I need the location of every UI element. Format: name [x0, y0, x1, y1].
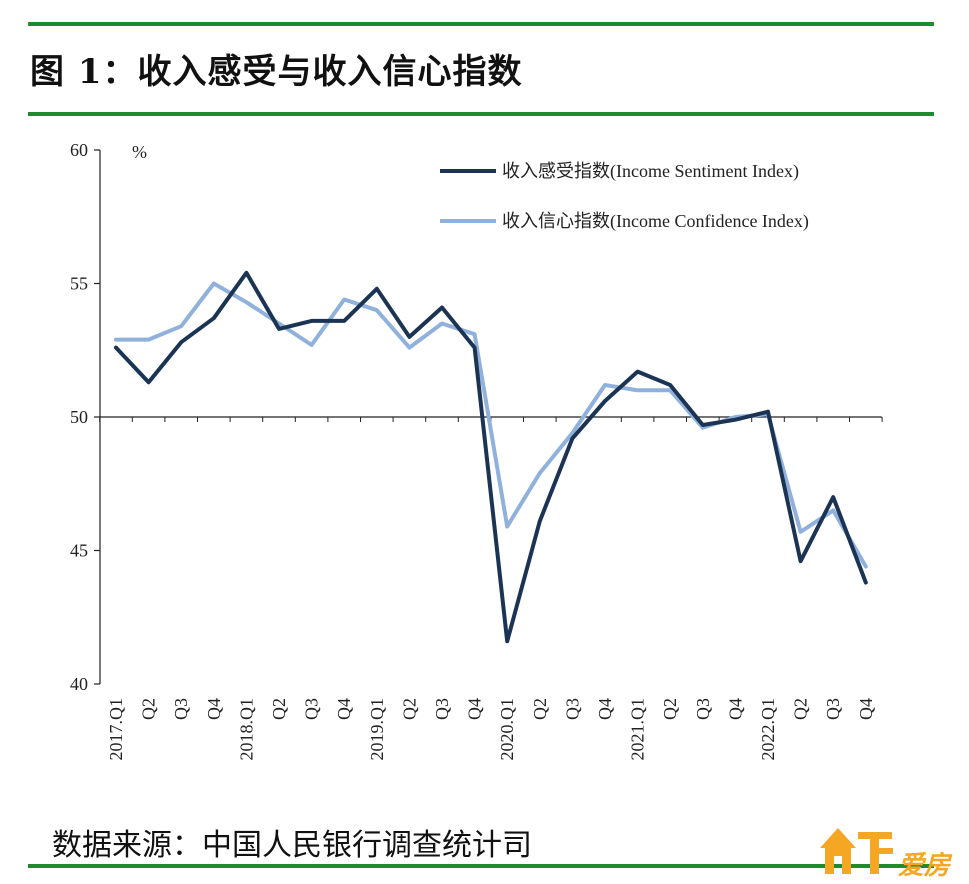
x-tick-label: 2018.Q1: [236, 698, 256, 761]
bottom-rule: [28, 864, 934, 868]
line-chart: 40 45 50 55 60 % 2017.Q1 Q2 Q3 Q4 2018.Q1 Q2 Q3 Q4 201…: [70, 140, 883, 761]
x-tick-label: Q2: [139, 698, 159, 720]
logo-text: 爱房: [898, 851, 953, 878]
x-tick-label: Q3: [562, 698, 582, 720]
chart-series: [114, 270, 868, 644]
x-tick-label: Q4: [725, 698, 745, 720]
data-source: 数据来源：中国人民银行调查统计司: [52, 828, 532, 863]
y-tick-label: 55: [70, 274, 88, 294]
x-tick-label: Q4: [204, 698, 224, 720]
y-tick-label: 60: [70, 140, 88, 160]
x-tick-label: 2019.Q1: [367, 698, 387, 761]
x-tick-label: Q4: [856, 698, 876, 720]
x-tick-label: Q3: [823, 698, 843, 720]
x-tick-label: Q4: [465, 698, 485, 720]
x-tick-label: 2017.Q1: [106, 698, 126, 761]
top-rule: [28, 22, 934, 26]
figure-title: 图 1：收入感受与收入信心指数: [30, 52, 523, 92]
x-tick-label: Q3: [432, 698, 452, 720]
x-tick-label: Q2: [399, 698, 419, 720]
x-tick-label: Q2: [530, 698, 550, 720]
series-line-income-confidence: [114, 281, 868, 569]
legend-label: 收入感受指数(Income Sentiment Index): [502, 161, 799, 182]
x-tick-label: Q2: [269, 698, 289, 720]
x-tick-label: Q3: [693, 698, 713, 720]
chart-axes: 40 45 50 55 60 % 2017.Q1 Q2 Q3 Q4 2018.Q1 Q2 Q3 Q4 201…: [70, 140, 883, 761]
x-tick-label: Q4: [595, 698, 615, 720]
x-tick-label: 2021.Q1: [628, 698, 648, 761]
y-tick-label: 45: [70, 541, 88, 561]
x-tick-label: Q2: [660, 698, 680, 720]
legend-label: 收入信心指数(Income Confidence Index): [502, 211, 809, 232]
series-line-income-sentiment: [114, 270, 868, 644]
x-tick-label: Q3: [171, 698, 191, 720]
y-tick-label: 40: [70, 674, 88, 694]
x-tick-label: 2020.Q1: [497, 698, 517, 761]
brand-logo: 爱房: [820, 828, 953, 878]
x-tick-label: 2022.Q1: [758, 698, 778, 761]
x-tick-label: Q3: [302, 698, 322, 720]
y-axis-unit: %: [132, 142, 147, 162]
y-tick-label: 50: [70, 407, 88, 427]
x-tick-label: Q4: [334, 698, 354, 720]
chart-legend: 收入感受指数(Income Sentiment Index) 收入信心指数(Inc…: [440, 161, 809, 232]
title-rule: [28, 112, 934, 116]
x-tick-label: Q2: [791, 698, 811, 720]
